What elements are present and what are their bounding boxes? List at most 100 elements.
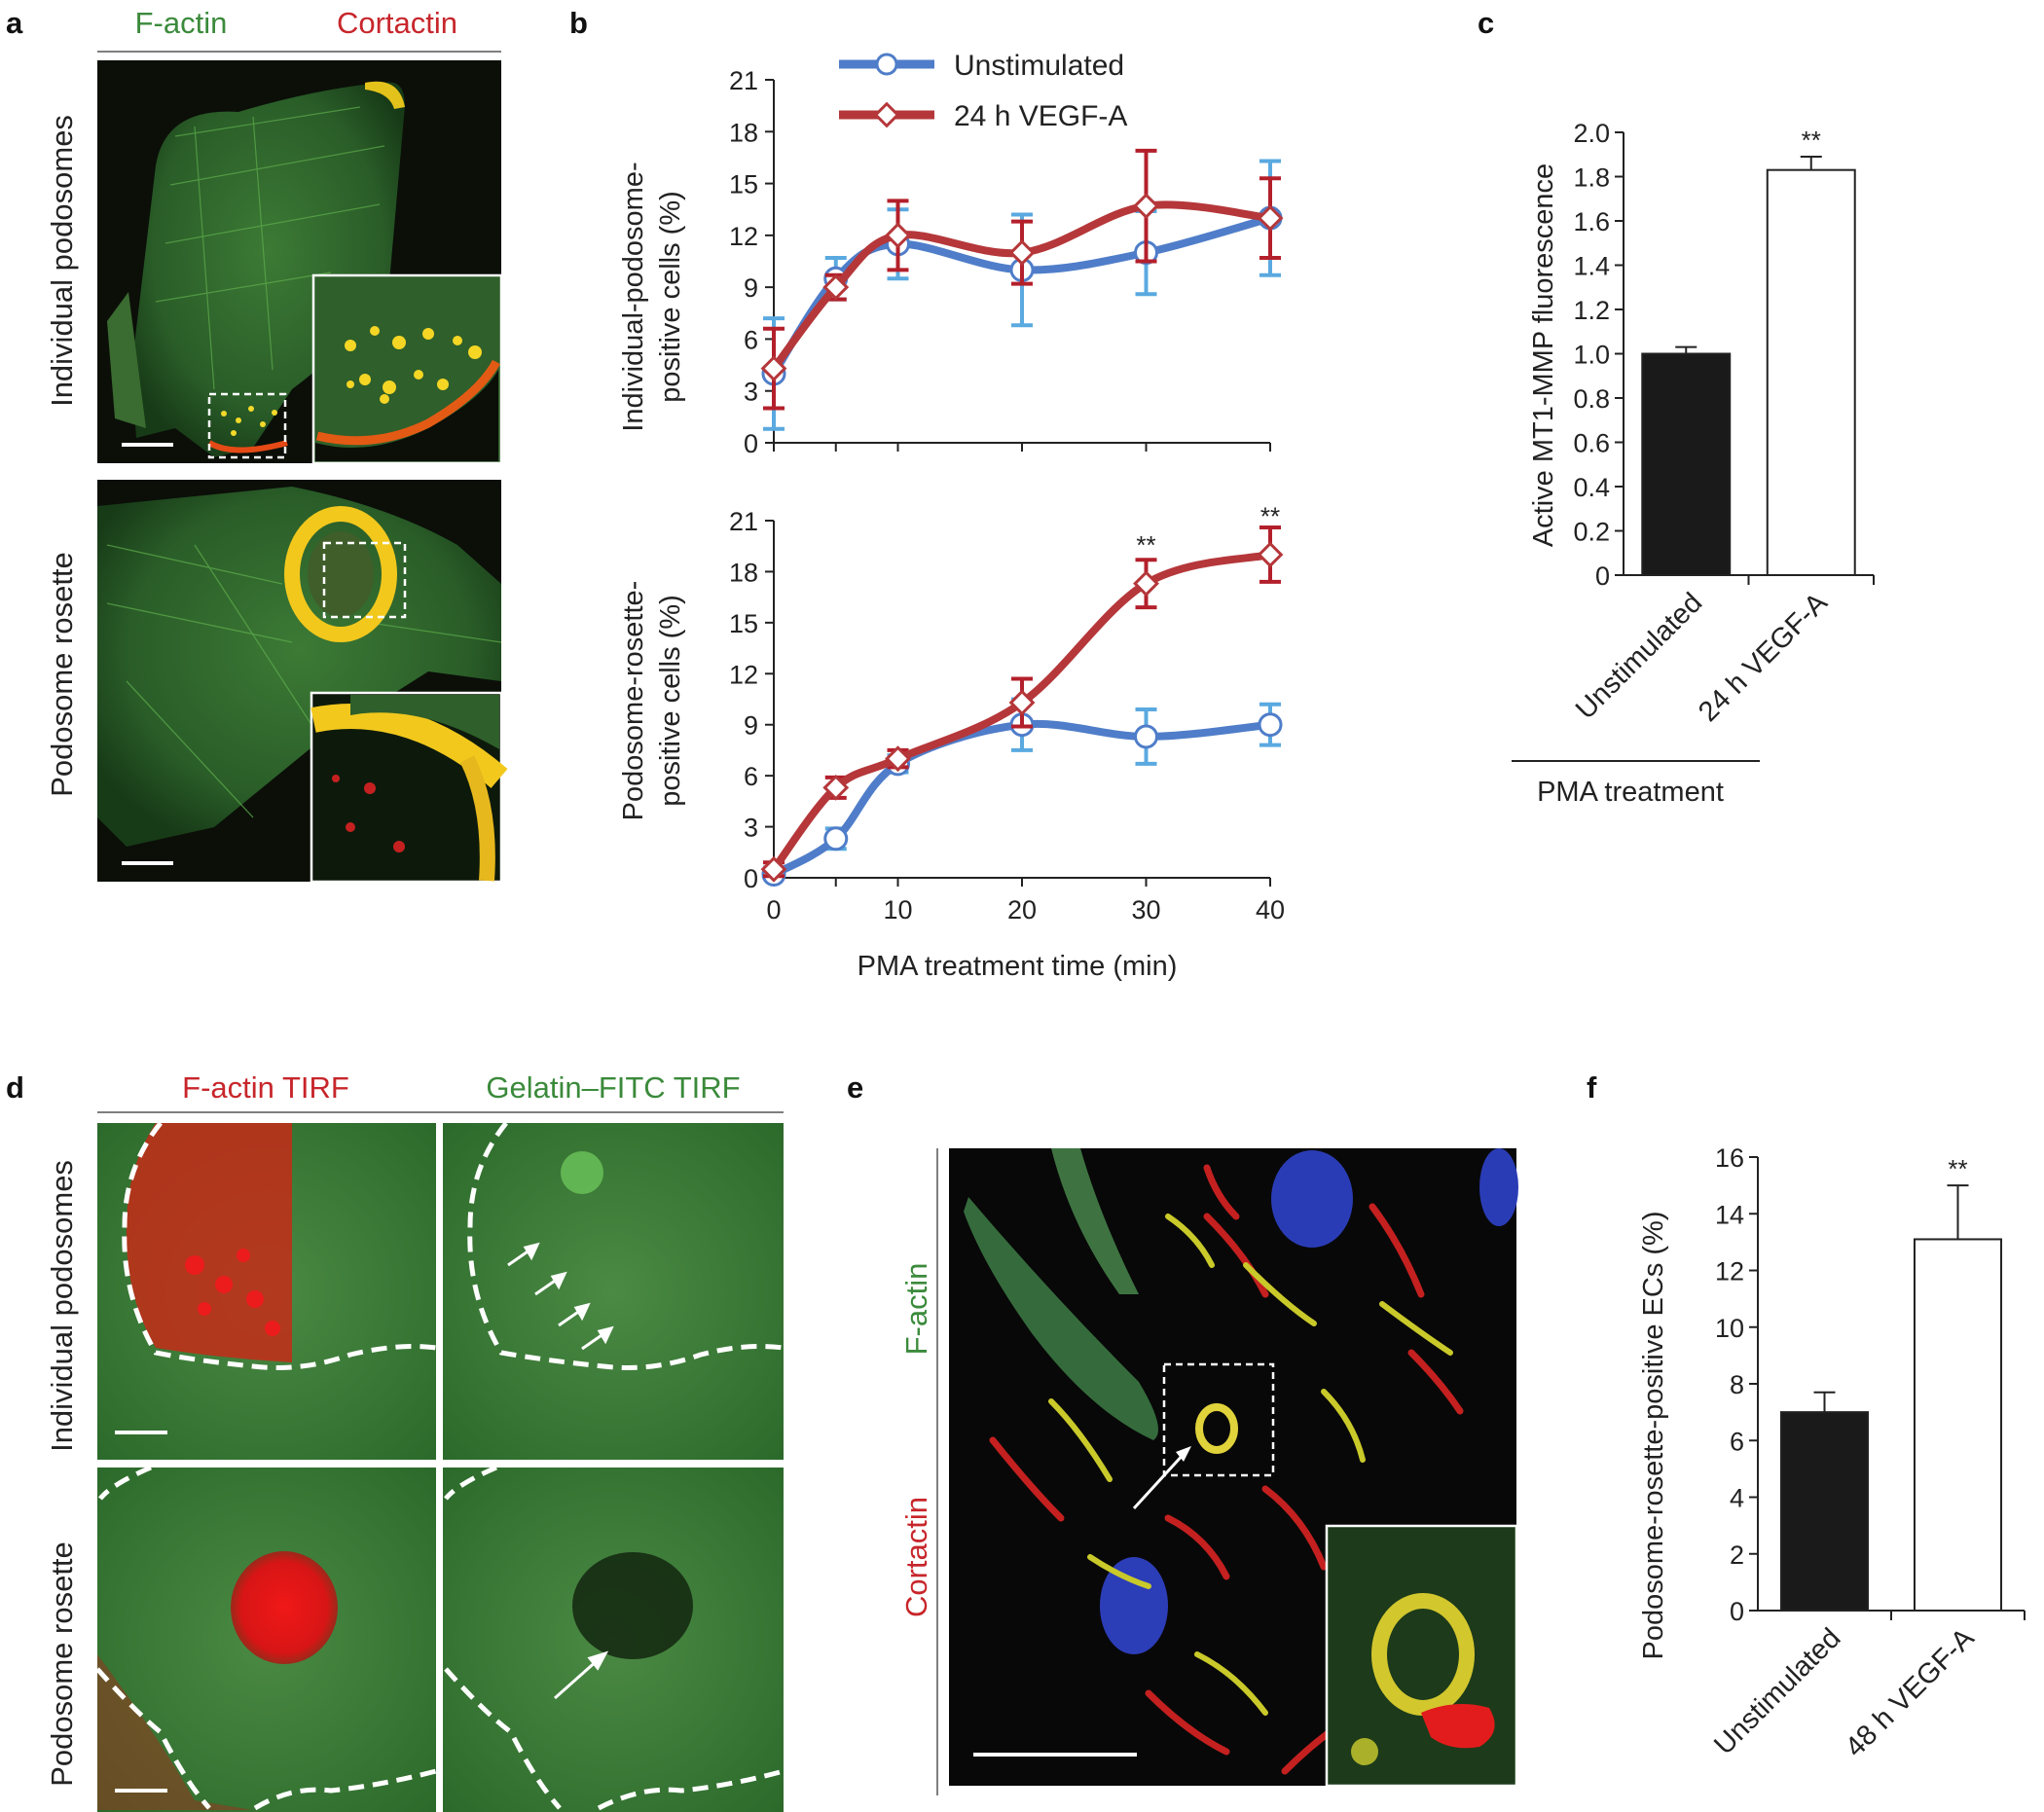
micrograph-podosome-rosette	[97, 480, 508, 884]
y-tick-label: 14	[1715, 1200, 1744, 1229]
y-tick-label: 18	[729, 558, 758, 587]
data-point-vegf	[1133, 570, 1159, 598]
y-tick-label: 4	[1730, 1484, 1744, 1513]
x-tick-label: 10	[883, 895, 912, 924]
legend-label-vegf: 24 h VEGF-A	[954, 100, 1127, 132]
bar-vegf	[1766, 168, 1856, 577]
y-tick-label: 2	[1730, 1540, 1744, 1570]
row-label-individual-podosomes: Individual podosomes	[45, 115, 79, 407]
y-tick-label: 0	[744, 864, 758, 893]
data-point-unstimulated	[1258, 712, 1283, 738]
y-tick-label: 9	[744, 711, 758, 741]
panel-d: d F-actin TIRF Gelatin–FITC TIRF Individ…	[6, 1070, 785, 1812]
x-category-label: Unstimulated	[1570, 587, 1708, 725]
y-axis-label-b-bottom-line2: positive cells (%)	[655, 595, 686, 807]
panel-c: c Active MT1-MMP fluorescence 0 0.2 0.4 0.6…	[1478, 6, 1875, 808]
y-tick-label: 0	[1595, 562, 1610, 591]
y-tick-label: 0.8	[1573, 384, 1610, 414]
y-tick-label: 1.4	[1573, 252, 1610, 281]
y-tick-label: 0	[744, 429, 758, 458]
y-axis-f: 0 2 4 6 8 10 12 14 16	[1715, 1143, 2026, 1626]
y-tick-label: 6	[744, 762, 758, 791]
y-axis-c: 0 0.2 0.4 0.6 0.8 1.0 1.2 1.4 1.6 1.8 2.0	[1573, 119, 1875, 591]
y-axis-label-b-bottom-line1: Podosome-rosette-	[618, 581, 649, 821]
y-tick-label: 0	[1730, 1597, 1744, 1626]
header-f-actin: F-actin	[135, 6, 228, 40]
panel-a: a F-actin Cortactin Individual podosomes…	[6, 6, 508, 884]
data-point-vegf	[1008, 689, 1036, 716]
significance-marker: **	[1136, 530, 1155, 560]
data-point-vegf	[822, 273, 850, 301]
y-tick-label: 15	[729, 170, 758, 199]
y-tick-label: 21	[729, 507, 758, 536]
y-axis-b-bottom: 0 3 6 9 12 15 18 21	[729, 507, 775, 893]
data-point-unstimulated	[1134, 724, 1158, 749]
bar-vegf	[1913, 1238, 2003, 1613]
chart-b-bottom: Podosome-rosette- positive cells (%) 0 3 6…	[618, 502, 1285, 982]
y-tick-label: 12	[729, 222, 758, 251]
micrograph-tissue	[949, 1148, 1518, 1788]
x-axis-label-b: PMA treatment time (min)	[858, 951, 1178, 982]
data-point-vegf	[760, 355, 787, 382]
data-point-vegf	[885, 222, 911, 249]
data-point-vegf	[760, 855, 787, 883]
y-tick-label: 16	[1715, 1143, 1744, 1173]
bar-unstimulated	[1779, 1411, 1870, 1612]
x-axis-b-bottom: 0 10 20 30 40	[766, 877, 1285, 924]
y-tick-label: 8	[1730, 1370, 1744, 1399]
bar-unstimulated	[1641, 352, 1732, 576]
row-label-d-individual-podosomes: Individual podosomes	[45, 1160, 79, 1452]
panel-e: e F-actin Cortactin	[847, 1070, 1518, 1795]
data-point-unstimulated	[823, 826, 849, 852]
legend-marker-vegf	[873, 101, 900, 128]
panel-label-c: c	[1478, 6, 1494, 40]
micrograph-tirf-gelatin-rosette	[443, 1465, 785, 1812]
x-tick-label: 30	[1131, 895, 1160, 924]
panel-label-b: b	[569, 6, 588, 40]
header-cortactin: Cortactin	[337, 6, 457, 40]
panel-label-d: d	[6, 1070, 24, 1105]
bars-f: **	[1779, 1154, 2003, 1613]
y-axis-label-c: Active MT1-MMP fluorescence	[1528, 163, 1559, 547]
legend-label-unstimulated: Unstimulated	[954, 50, 1124, 82]
data-point-vegf	[1133, 193, 1159, 220]
significance-marker: **	[1948, 1154, 1967, 1183]
micrograph-tirf-actin-podosomes	[97, 1121, 437, 1460]
series-b-bottom	[760, 525, 1284, 888]
y-tick-label: 1.2	[1573, 296, 1610, 325]
panel-label-a: a	[6, 6, 23, 40]
y-tick-label: 6	[744, 325, 758, 354]
x-category-label: Unstimulated	[1708, 1622, 1846, 1760]
series-b-top	[760, 148, 1284, 431]
y-tick-label: 18	[729, 118, 758, 147]
significance-marker: **	[1260, 502, 1280, 531]
y-tick-label: 6	[1730, 1427, 1744, 1456]
side-label-cortactin: Cortactin	[899, 1497, 933, 1617]
x-category-label: 48 h VEGF-A	[1840, 1622, 1981, 1763]
row-label-d-podosome-rosette: Podosome rosette	[45, 1541, 79, 1787]
y-tick-label: 10	[1715, 1314, 1744, 1343]
bars-c: **	[1641, 126, 1856, 577]
x-tick-label: 20	[1007, 895, 1037, 924]
y-tick-label: 0.2	[1573, 518, 1610, 547]
y-axis-label-b-top-line1: Individual-podosome-	[618, 162, 649, 431]
y-tick-label: 1.6	[1573, 207, 1610, 236]
y-tick-label: 21	[729, 66, 758, 95]
micrograph-individual-podosomes	[97, 60, 503, 465]
panel-f: f Podosome-rosette-positive ECs (%) 0 2 4 6…	[1587, 1070, 2026, 1763]
x-category-label: 24 h VEGF-A	[1693, 587, 1834, 728]
header-gelatin-fitc-tirf: Gelatin–FITC TIRF	[486, 1070, 740, 1105]
panel-b: b Unstimulated 24 h VEGF-A Individual-po…	[569, 6, 1285, 982]
x-tick-label: 40	[1256, 895, 1285, 924]
y-tick-label: 1.0	[1573, 341, 1610, 370]
data-point-vegf	[885, 745, 911, 773]
y-tick-label: 3	[744, 378, 758, 407]
y-axis-label-b-top-line2: positive cells (%)	[655, 191, 686, 403]
series-vegf	[760, 148, 1284, 411]
y-tick-label: 0.6	[1573, 429, 1610, 458]
annotations-b-bottom: ** **	[1136, 502, 1280, 561]
y-tick-label: 3	[744, 814, 758, 843]
header-f-actin-tirf: F-actin TIRF	[182, 1070, 349, 1105]
